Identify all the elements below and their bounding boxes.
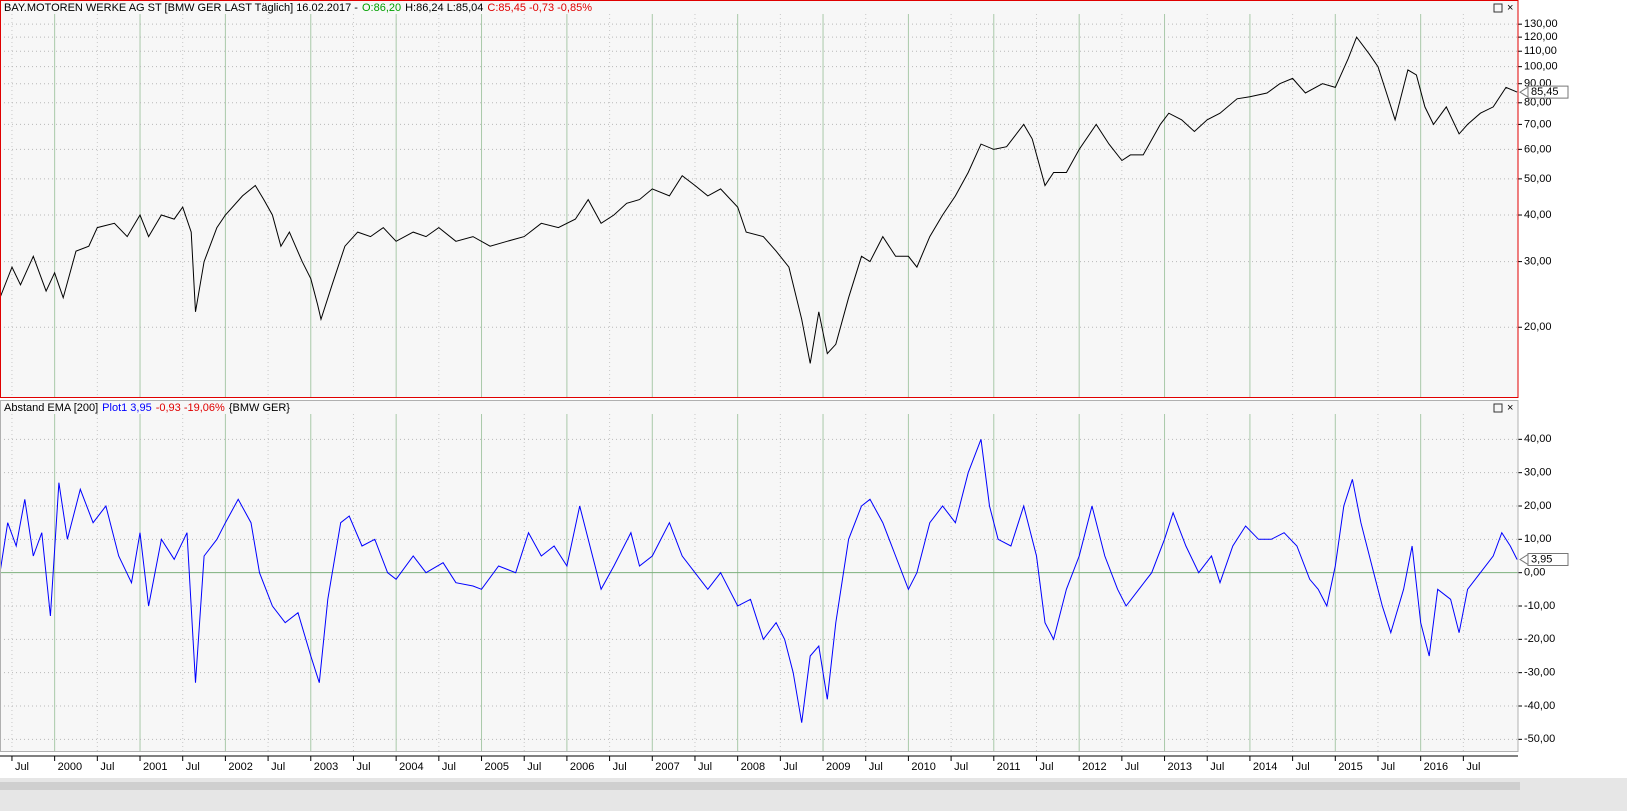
y-tick-label: 130,00 — [1524, 18, 1558, 30]
header-part: H:86,24 L:85,04 — [405, 2, 483, 14]
x-tick-label: Jul — [1210, 761, 1224, 773]
last-value-pointer — [1519, 86, 1529, 99]
x-tick-label: Jul — [1125, 761, 1139, 773]
price-line — [0, 439, 1518, 723]
x-tick-label: 2010 — [911, 761, 935, 773]
y-tick-label: 70,00 — [1524, 118, 1552, 130]
x-tick-label: 2006 — [570, 761, 594, 773]
plot-layer: 20,0030,0040,0050,0060,0070,0080,0090,00… — [0, 0, 1569, 773]
panel-header: BAY.MOTOREN WERKE AG ST [BMW GER LAST Tä… — [4, 2, 592, 14]
x-tick-label: 2002 — [228, 761, 252, 773]
y-tick-label: -40,00 — [1524, 700, 1555, 712]
header-part: -0,93 -19,06% — [156, 402, 225, 414]
y-tick-label: 40,00 — [1524, 209, 1552, 221]
x-tick-label: Jul — [442, 761, 456, 773]
header-part: {BMW GER} — [229, 402, 290, 414]
x-tick-label: Jul — [698, 761, 712, 773]
x-tick-label: 2012 — [1082, 761, 1106, 773]
y-tick-label: 30,00 — [1524, 256, 1552, 268]
x-tick-label: Jul — [1381, 761, 1395, 773]
x-tick-label: Jul — [527, 761, 541, 773]
panel-buttons[interactable]: × × — [1493, 2, 1513, 414]
x-tick-label: Jul — [1039, 761, 1053, 773]
price-line — [0, 36, 1518, 364]
last-value-label: 85,45 — [1531, 86, 1559, 98]
y-tick-label: 50,00 — [1524, 173, 1552, 185]
y-tick-label: 120,00 — [1524, 31, 1558, 43]
y-tick-label: 60,00 — [1524, 143, 1552, 155]
y-tick-label: 20,00 — [1524, 321, 1552, 333]
x-tick-label: Jul — [1466, 761, 1480, 773]
oscillator-panel — [0, 400, 1518, 752]
x-tick-label: Jul — [1296, 761, 1310, 773]
header-part: BAY.MOTOREN WERKE AG ST [BMW GER LAST Tä… — [4, 2, 358, 14]
panel-frame — [0, 0, 1519, 398]
x-tick-label: Jul — [15, 761, 29, 773]
panel-frame — [0, 400, 1519, 752]
y-tick-label: 110,00 — [1524, 45, 1557, 57]
maximize-button[interactable] — [1493, 3, 1503, 13]
panel-header: Abstand EMA [200] Plot1 3,95 -0,93 -19,06%… — [4, 402, 290, 414]
x-tick-label: Jul — [613, 761, 627, 773]
header-part: O:86,20 — [362, 2, 401, 14]
y-tick-label: -20,00 — [1524, 633, 1555, 645]
last-value-pointer — [1519, 553, 1529, 566]
y-tick-label: 40,00 — [1524, 433, 1552, 445]
close-button[interactable]: × — [1507, 402, 1513, 414]
y-tick-label: 0,00 — [1524, 567, 1545, 579]
close-button[interactable]: × — [1507, 2, 1513, 14]
x-tick-label: Jul — [271, 761, 285, 773]
y-tick-label: 30,00 — [1524, 467, 1552, 479]
header-part: C:85,45 -0,73 -0,85% — [487, 2, 592, 14]
price-panel — [0, 0, 1518, 398]
x-tick-label: 2011 — [997, 761, 1021, 773]
maximize-button[interactable] — [1493, 403, 1503, 413]
last-value-label: 3,95 — [1531, 553, 1552, 565]
x-tick-label: Jul — [100, 761, 114, 773]
x-tick-label: 2004 — [399, 761, 423, 773]
x-tick-label: 2005 — [485, 761, 509, 773]
x-tick-label: Jul — [186, 761, 200, 773]
header-part: Abstand EMA [200] — [4, 402, 98, 414]
y-tick-label: -50,00 — [1524, 733, 1555, 745]
x-tick-label: 2009 — [826, 761, 850, 773]
y-tick-label: 10,00 — [1524, 533, 1552, 545]
x-tick-label: 2015 — [1338, 761, 1362, 773]
y-tick-label: 100,00 — [1524, 61, 1558, 73]
y-tick-label: 80,00 — [1524, 97, 1552, 109]
x-tick-label: 2000 — [58, 761, 82, 773]
x-tick-label: 2003 — [314, 761, 338, 773]
x-tick-label: Jul — [869, 761, 883, 773]
x-tick-label: 2014 — [1253, 761, 1277, 773]
x-tick-label: 2016 — [1424, 761, 1448, 773]
y-tick-label: -10,00 — [1524, 600, 1555, 612]
x-tick-label: 2008 — [741, 761, 765, 773]
header-part: Plot1 3,95 — [102, 402, 152, 414]
scroll-thumb[interactable] — [0, 782, 1520, 790]
x-tick-label: 2013 — [1168, 761, 1192, 773]
x-tick-label: Jul — [954, 761, 968, 773]
y-tick-label: 20,00 — [1524, 500, 1552, 512]
x-tick-label: 2001 — [143, 761, 167, 773]
y-tick-label: -30,00 — [1524, 667, 1555, 679]
x-tick-label: Jul — [783, 761, 797, 773]
x-tick-label: 2007 — [655, 761, 679, 773]
x-tick-label: Jul — [356, 761, 370, 773]
